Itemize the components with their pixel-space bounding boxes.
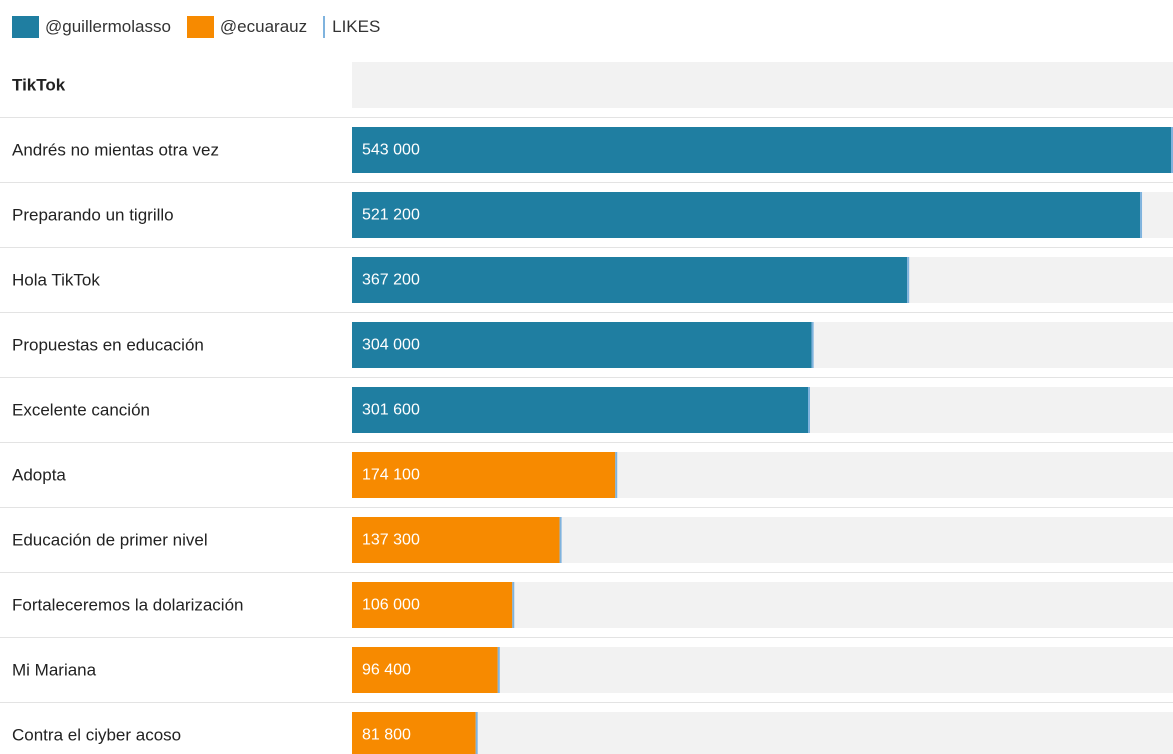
category-label: Excelente canción <box>12 401 150 420</box>
category-label: Andrés no mientas otra vez <box>12 141 219 160</box>
value-label: 81 800 <box>362 727 411 744</box>
value-label: 521 200 <box>362 207 420 224</box>
legend-item-guillermolasso: @guillermolasso <box>12 16 171 38</box>
bar <box>352 452 616 498</box>
bar-track <box>352 712 1173 754</box>
value-label: 367 200 <box>362 272 420 289</box>
group-header-track <box>352 62 1173 108</box>
value-label: 96 400 <box>362 662 411 679</box>
chart-legend: @guillermolasso @ecuarauz LIKES <box>12 14 396 40</box>
legend-label-likes: LIKES <box>332 17 381 36</box>
group-title: TikTok <box>12 76 66 95</box>
legend-swatch-ecuarauz <box>186 16 214 38</box>
legend-label-ecuarauz: @ecuarauz <box>219 17 308 36</box>
bar <box>352 712 476 754</box>
category-label: Contra el ciyber acoso <box>12 726 181 745</box>
bar <box>352 582 513 628</box>
bar <box>352 387 809 433</box>
legend-item-likes: LIKES <box>323 16 380 38</box>
bar <box>352 192 1141 238</box>
category-label: Propuestas en educación <box>12 336 204 355</box>
legend-label-guillermolasso: @guillermolasso <box>45 17 171 36</box>
category-label: Hola TikTok <box>12 271 100 290</box>
category-label: Fortaleceremos la dolarización <box>12 596 244 615</box>
value-label: 174 100 <box>362 467 420 484</box>
legend-swatch-guillermolasso <box>12 16 39 38</box>
value-label: 301 600 <box>362 402 420 419</box>
legend-line-likes <box>323 16 326 38</box>
category-label: Mi Mariana <box>12 661 97 680</box>
category-label: Preparando un tigrillo <box>12 206 174 225</box>
value-label: 304 000 <box>362 337 420 354</box>
legend-item-ecuarauz: @ecuarauz <box>186 16 308 38</box>
category-label: Adopta <box>12 466 66 485</box>
bar <box>352 322 812 368</box>
bar <box>352 647 498 693</box>
bar <box>352 517 560 563</box>
value-label: 106 000 <box>362 597 420 614</box>
chart-plot-area: TikTok Andrés no mientas otra vez 543 000 P… <box>0 62 1173 754</box>
bar <box>352 257 908 303</box>
category-label: Educación de primer nivel <box>12 531 208 550</box>
bar <box>352 127 1173 173</box>
value-label: 543 000 <box>362 142 420 159</box>
value-label: 137 300 <box>362 532 420 549</box>
